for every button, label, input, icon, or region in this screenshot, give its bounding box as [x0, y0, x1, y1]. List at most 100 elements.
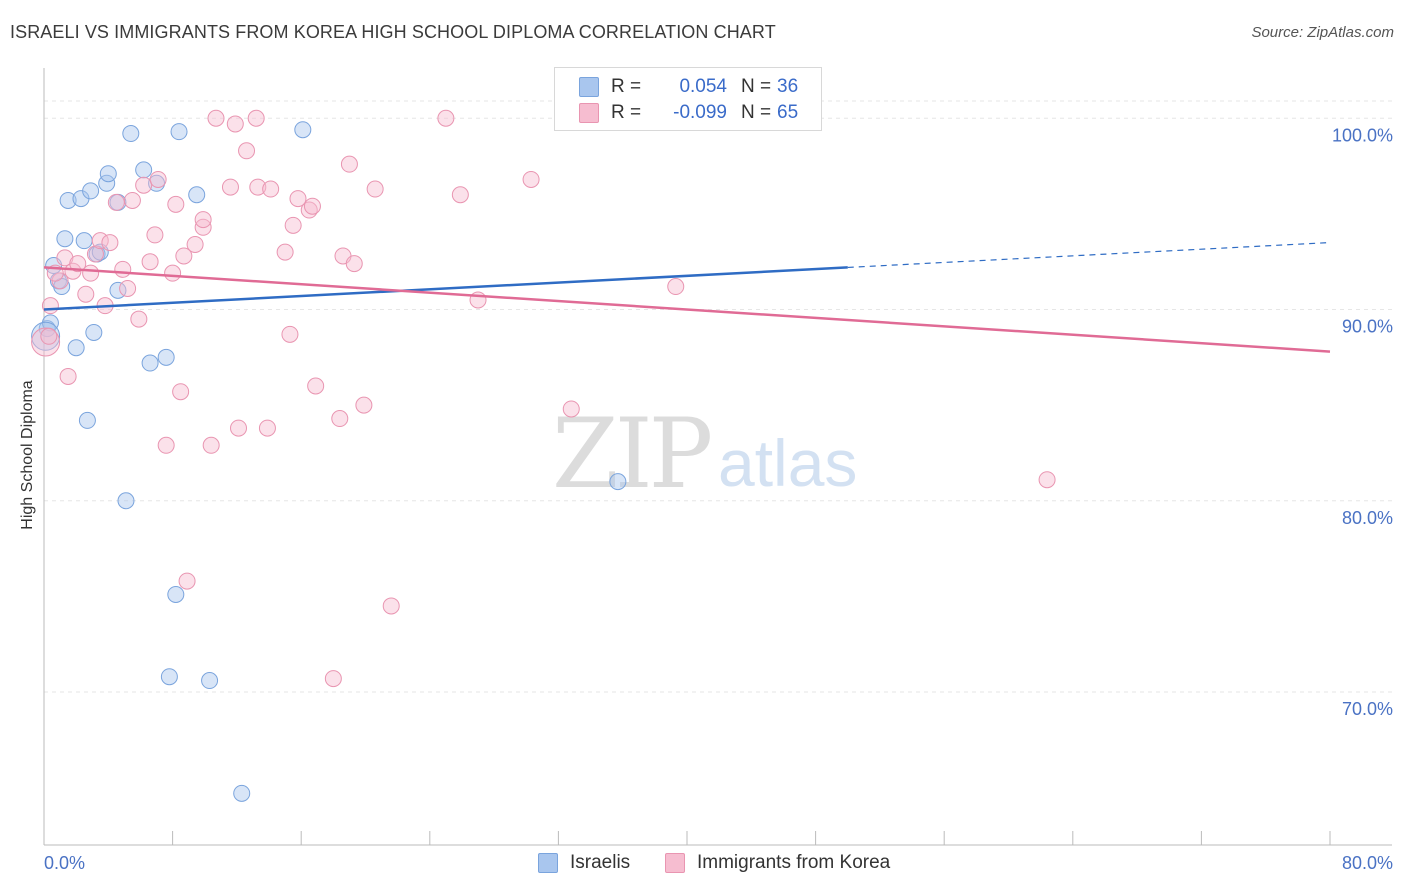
- korea-point: [331, 410, 349, 428]
- legend-label-korea: Immigrants from Korea: [697, 852, 891, 873]
- legend-item-israelis[interactable]: Israelis: [538, 852, 630, 874]
- korea-point: [194, 211, 212, 229]
- r-label: R =: [611, 76, 642, 97]
- korea-point: [175, 247, 193, 265]
- israelis-point: [141, 354, 159, 372]
- israelis-point: [188, 186, 206, 204]
- israelis-point: [56, 230, 74, 248]
- watermark-zip: ZIP: [552, 398, 713, 510]
- korea-point: [324, 670, 342, 688]
- israelis-point: [75, 232, 93, 250]
- stats-legend: R = 0.054 N = 36 R = -0.099 N = 65: [554, 67, 822, 131]
- korea-point: [207, 109, 225, 127]
- korea-point: [167, 195, 185, 213]
- korea-point: [667, 278, 685, 296]
- korea-point: [178, 572, 196, 590]
- israelis-point: [122, 125, 140, 143]
- korea-point: [114, 260, 132, 278]
- israelis-point: [157, 348, 175, 366]
- israelis-point: [99, 165, 117, 183]
- korea-point: [366, 180, 384, 198]
- israelis-point: [167, 585, 185, 603]
- legend-label-israelis: Israelis: [570, 852, 631, 873]
- x-tick-label: 0.0%: [44, 853, 85, 873]
- israelis-point: [135, 161, 153, 179]
- korea-point: [307, 377, 325, 395]
- israelis-point: [59, 191, 77, 209]
- israelis-point: [78, 411, 96, 429]
- israelis-trendline-extension: [847, 241, 1331, 269]
- legend-row-korea: R = -0.099 N = 65: [579, 100, 798, 126]
- korea-point: [562, 400, 580, 418]
- korea-point: [522, 170, 540, 188]
- korea-point: [1038, 471, 1056, 489]
- israelis-point: [67, 339, 85, 357]
- korea-point: [247, 109, 265, 127]
- korea-swatch: [665, 853, 685, 873]
- korea-point: [146, 226, 164, 244]
- korea-point: [340, 155, 358, 173]
- korea-point: [238, 142, 256, 160]
- korea-point: [149, 170, 167, 188]
- n-label: N =: [741, 102, 772, 123]
- korea-point: [164, 264, 182, 282]
- korea-point: [101, 234, 119, 252]
- korea-point: [135, 176, 153, 194]
- korea-point: [382, 597, 400, 615]
- y-tick-label: 90.0%: [1342, 317, 1393, 337]
- korea-point: [69, 255, 87, 273]
- korea-point: [77, 285, 95, 303]
- korea-point: [451, 186, 469, 204]
- korea-trendline: [43, 266, 1331, 353]
- legend-row-israelis: R = 0.054 N = 36: [579, 74, 798, 100]
- korea-point: [249, 178, 267, 196]
- y-tick-label: 70.0%: [1342, 699, 1393, 719]
- source-label: Source: ZipAtlas.com: [1251, 24, 1394, 41]
- korea-point: [141, 253, 159, 271]
- korea-point: [172, 383, 190, 401]
- korea-point: [437, 109, 455, 127]
- korea-point: [281, 325, 299, 343]
- israelis-point: [85, 323, 103, 341]
- israelis-point: [201, 672, 219, 690]
- korea-point: [221, 178, 239, 196]
- y-tick-label: 80.0%: [1342, 508, 1393, 528]
- korea-point: [31, 327, 61, 357]
- korea-point: [202, 436, 220, 454]
- korea-swatch: [579, 103, 599, 123]
- korea-point: [40, 327, 58, 345]
- legend-item-korea[interactable]: Immigrants from Korea: [665, 852, 890, 874]
- r-value: -0.099: [673, 102, 727, 123]
- korea-point: [226, 115, 244, 133]
- n-value: 36: [777, 76, 799, 97]
- israelis-point: [160, 668, 178, 686]
- chart-title: ISRAELI VS IMMIGRANTS FROM KOREA HIGH SC…: [10, 22, 776, 42]
- korea-point: [41, 297, 59, 315]
- israelis-point: [233, 784, 251, 802]
- korea-point: [230, 419, 248, 437]
- israelis-swatch: [538, 853, 558, 873]
- korea-point: [355, 396, 373, 414]
- watermark-atlas: atlas: [718, 426, 858, 500]
- korea-point: [284, 216, 302, 234]
- israelis-trendline: [43, 266, 848, 311]
- r-label: R =: [611, 102, 642, 123]
- korea-point: [258, 419, 276, 437]
- korea-point: [157, 436, 175, 454]
- korea-point: [86, 245, 104, 263]
- n-value: 65: [777, 102, 799, 123]
- korea-point: [82, 264, 100, 282]
- israelis-swatch: [579, 77, 599, 97]
- israelis-point: [170, 123, 188, 141]
- korea-point: [276, 243, 294, 261]
- series-legend: Israelis Immigrants from Korea: [0, 852, 1406, 878]
- israelis-point: [294, 121, 312, 139]
- israelis-point: [82, 182, 100, 200]
- korea-point: [59, 367, 77, 385]
- israelis-point: [117, 492, 135, 510]
- korea-point: [130, 310, 148, 328]
- korea-point: [186, 235, 204, 253]
- korea-point: [303, 197, 321, 215]
- korea-point: [107, 193, 125, 211]
